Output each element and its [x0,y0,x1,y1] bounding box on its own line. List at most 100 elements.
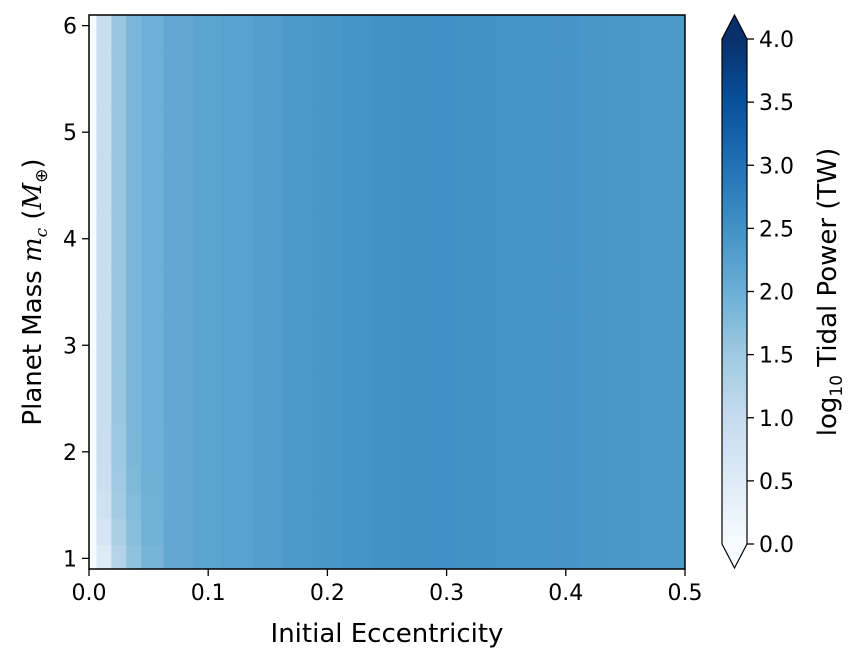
heatmap-cell [282,15,314,53]
heatmap-cell [670,545,685,569]
heatmap-cell [193,52,224,107]
heatmap-cell [640,52,671,107]
heatmap-cell [96,545,112,569]
heatmap-cell [550,52,582,107]
x-tick-label: 0.0 [72,581,107,606]
heatmap-cell [312,518,343,546]
heatmap-cell [670,158,685,213]
heatmap-cell [252,15,284,53]
heatmap-cell [610,465,641,493]
heatmap-cell [223,52,254,107]
heatmap-cell [126,15,142,53]
heatmap-cell [550,491,582,519]
heatmap-cell [141,545,165,569]
heatmap-cell [312,158,343,213]
heatmap-cell [372,52,403,107]
heatmap-cell [521,371,552,426]
y-axis-label-open: ( [18,209,48,227]
heatmap-cell [550,518,582,546]
heatmap-cell [141,52,165,107]
heatmap-cell [401,105,433,160]
heatmap-cell [223,425,254,466]
heatmap-cell [193,491,224,519]
heatmap-cell [640,425,671,466]
heatmap-cell [96,465,112,493]
x-tick-label: 0.5 [668,581,703,606]
x-axis-label: Initial Eccentricity [271,619,504,649]
heatmap-cell [342,518,373,546]
heatmap-cell [111,265,127,320]
heatmap-cell [126,105,142,160]
heatmap-cell [96,158,112,213]
heatmap-cell [610,545,641,569]
heatmap-cell [193,318,224,373]
y-axis-label: Planet Mass mc (M⊕) [18,158,52,425]
heatmap-cell [401,15,433,53]
heatmap-cell [163,158,194,213]
heatmap-cell [312,465,343,493]
heatmap-cell [312,491,343,519]
heatmap-cell [96,105,112,160]
heatmap-cell [282,212,314,266]
heatmap-cell [126,465,142,493]
heatmap-cell [610,212,641,266]
heatmap-cell [431,105,463,160]
heatmap-cell [312,52,343,107]
heatmap-cell [610,105,641,160]
heatmap-cell [252,545,284,569]
colorbar: 0.0 0.5 1.0 1.5 2.0 2.5 3.0 3.5 4.0 [721,13,794,570]
heatmap-cell [372,518,403,546]
heatmap-cell [461,105,492,160]
heatmap-cell [111,545,127,569]
heatmap-cell [312,425,343,466]
heatmap-cell [312,212,343,266]
heatmap-cell [461,518,492,546]
heatmap-cell [610,158,641,213]
heatmap-cell [550,465,582,493]
heatmap-cell [282,158,314,213]
colorbar-body [722,39,747,544]
heatmap-cell [126,265,142,320]
heatmap-cell [491,105,522,160]
heatmap-cell [163,105,194,160]
heatmap-cell [461,318,492,373]
heatmap-cell [401,491,433,519]
heatmap-cell [670,15,685,53]
heatmap-cell [431,545,463,569]
heatmap-cell [193,212,224,266]
colorbar-tick-label: 0.0 [759,533,794,558]
heatmap-cell [252,425,284,466]
heatmap-cell [163,371,194,426]
heatmap-cell [521,545,552,569]
heatmap-cell [610,371,641,426]
heatmap-cell [401,212,433,266]
heatmap-cell [372,105,403,160]
heatmap-cell [96,212,112,266]
heatmap-cell [521,425,552,466]
heatmap-cell [580,545,612,569]
heatmap-cell [223,371,254,426]
y-axis-label-unit-sub: ⊕ [32,169,52,183]
heatmap-cell [96,15,112,53]
heatmap-cell [141,425,165,466]
heatmap-cell [640,518,671,546]
heatmap-cell [193,265,224,320]
heatmap-cell [89,491,98,519]
colorbar-tick-label: 0.5 [759,470,794,495]
heatmap-cell [111,212,127,266]
heatmap-cell [610,491,641,519]
heatmap-cell [640,371,671,426]
heatmap-cell [610,318,641,373]
heatmap-cell [312,265,343,320]
heatmap-cell [521,158,552,213]
heatmap-cell [431,425,463,466]
heatmap-cell [89,425,98,466]
heatmap-cell [401,158,433,213]
heatmap-cell [550,318,582,373]
heatmap-cell [372,425,403,466]
heatmap-cell [580,425,612,466]
heatmap-cell [521,212,552,266]
heatmap-cell [461,212,492,266]
heatmap-cell [163,491,194,519]
heatmap-cell [640,491,671,519]
